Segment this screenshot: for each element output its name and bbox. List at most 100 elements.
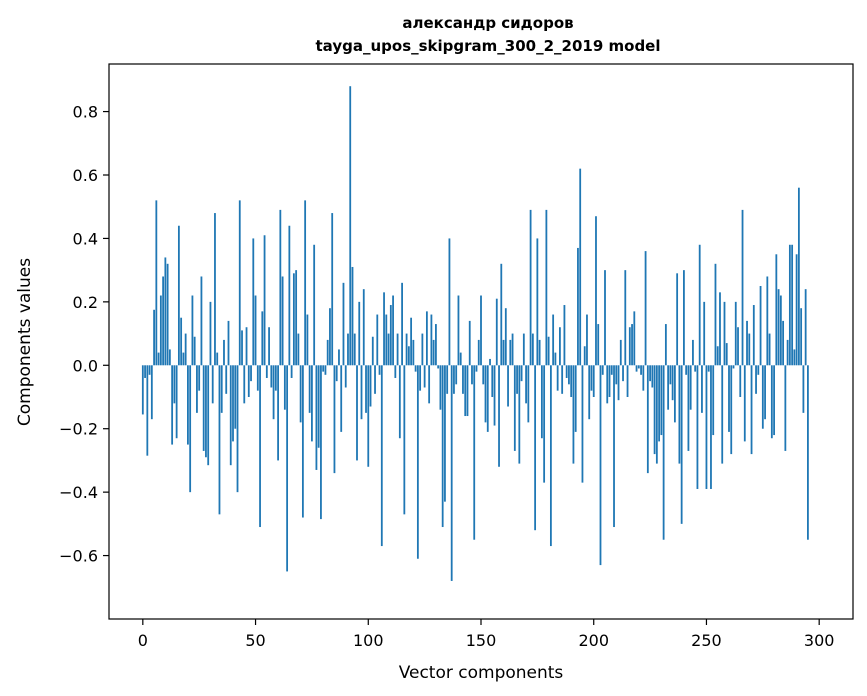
x-tick-label: 100	[353, 631, 384, 650]
bar-257	[721, 365, 724, 464]
bar-72	[304, 200, 307, 366]
bar-46	[245, 327, 248, 366]
bar-143	[464, 365, 467, 417]
bar-81	[324, 365, 327, 375]
bar-18	[182, 352, 185, 366]
bar-294	[804, 289, 807, 366]
bar-277	[766, 276, 769, 366]
bar-43	[238, 200, 241, 366]
bar-179	[545, 209, 548, 366]
bar-31	[211, 365, 214, 404]
bar-37	[225, 365, 228, 394]
bar-250	[705, 365, 708, 489]
bar-42	[236, 365, 239, 493]
bar-180	[547, 336, 550, 366]
bar-108	[385, 314, 388, 366]
bar-255	[716, 346, 719, 366]
bar-169	[522, 333, 525, 366]
bar-36	[223, 339, 225, 366]
bar-130	[435, 324, 437, 366]
y-tick-label: −0.4	[59, 483, 98, 502]
bar-28	[205, 365, 207, 458]
bar-22	[191, 295, 194, 366]
bar-217	[631, 324, 633, 366]
bar-8	[159, 295, 162, 366]
bar-82	[326, 339, 329, 366]
bar-280	[773, 365, 775, 436]
x-tick-label: 250	[691, 631, 722, 650]
bar-159	[500, 263, 503, 366]
bar-3	[148, 365, 151, 375]
bar-224	[646, 365, 649, 474]
bar-234	[669, 365, 672, 385]
bar-20	[187, 365, 189, 445]
bar-196	[583, 346, 586, 366]
bar-289	[793, 349, 796, 366]
bar-91	[347, 333, 349, 366]
bar-69	[297, 333, 300, 366]
bar-175	[536, 238, 539, 366]
bar-88	[340, 365, 343, 432]
bar-44	[241, 330, 243, 366]
bar-228	[655, 365, 658, 464]
bar-78	[317, 365, 320, 448]
bar-207	[608, 365, 611, 397]
bar-84	[331, 213, 334, 366]
bar-38	[227, 320, 230, 366]
bar-271	[752, 305, 755, 366]
bar-162	[507, 365, 509, 407]
bar-193	[577, 247, 579, 366]
bar-32	[214, 213, 216, 366]
bar-290	[795, 254, 798, 366]
bar-131	[437, 365, 440, 369]
bar-236	[673, 365, 676, 423]
bar-148	[475, 365, 478, 372]
bar-214	[624, 270, 627, 366]
bar-96	[358, 301, 361, 366]
bar-6	[155, 200, 158, 366]
bar-198	[588, 365, 591, 420]
bar-112	[394, 365, 397, 378]
bar-116	[403, 365, 406, 515]
bar-5	[153, 309, 155, 366]
bar-285	[784, 365, 787, 451]
bar-258	[723, 301, 726, 366]
bar-25	[198, 365, 201, 391]
bar-254	[714, 263, 717, 366]
bar-55	[265, 365, 268, 378]
bar-288	[791, 244, 794, 366]
bar-93	[351, 266, 354, 366]
bar-171	[527, 365, 530, 423]
bar-208	[610, 365, 613, 375]
bar-107	[383, 292, 385, 366]
bar-134	[444, 365, 446, 502]
bar-132	[439, 365, 442, 410]
bar-90	[344, 365, 347, 388]
bar-253	[712, 365, 715, 436]
bar-98	[362, 289, 365, 366]
bar-152	[484, 365, 487, 423]
bar-142	[462, 365, 464, 394]
bar-139	[455, 365, 458, 385]
bar-117	[405, 333, 408, 366]
bar-1	[144, 365, 146, 378]
bar-61	[279, 209, 282, 366]
bar-223	[644, 251, 647, 366]
bar-173	[531, 333, 534, 366]
bar-151	[482, 365, 485, 385]
bar-165	[513, 365, 516, 451]
bar-48	[250, 365, 252, 382]
bar-240	[683, 270, 685, 366]
bar-35	[220, 365, 223, 413]
x-tick-label: 50	[245, 631, 265, 650]
bar-187	[563, 305, 566, 366]
bar-245	[694, 365, 697, 372]
bar-150	[480, 295, 482, 366]
bar-157	[495, 298, 498, 366]
x-axis-label: Vector components	[399, 663, 564, 683]
bar-293	[802, 365, 805, 413]
bar-249	[703, 301, 706, 366]
bar-194	[579, 168, 582, 366]
bar-29	[207, 365, 210, 466]
